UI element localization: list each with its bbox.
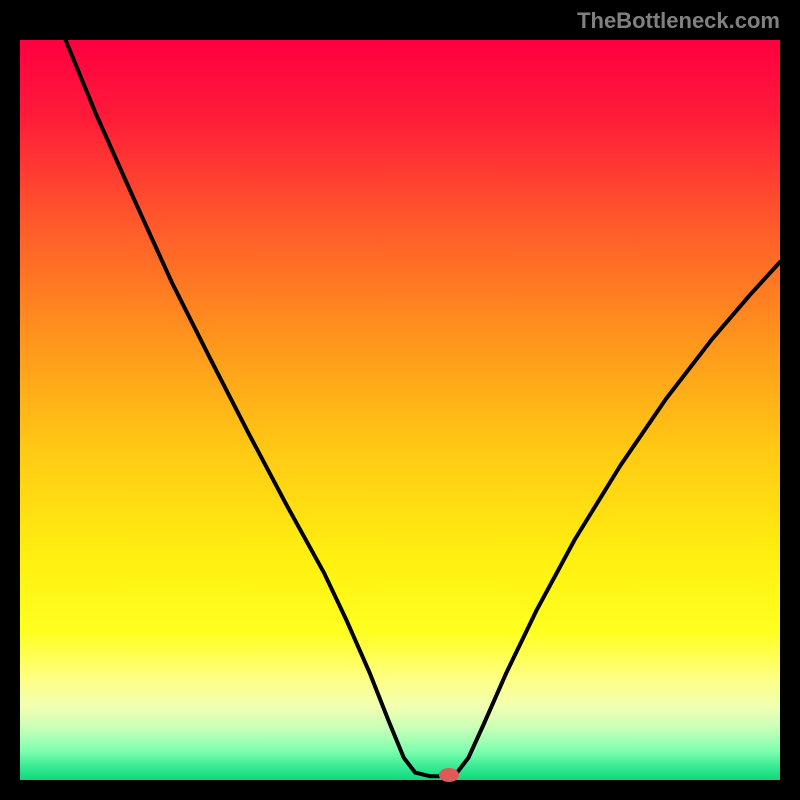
plot-area (20, 40, 780, 780)
minimum-marker (439, 768, 459, 782)
bottleneck-curve (20, 40, 780, 780)
watermark-text: TheBottleneck.com (577, 8, 780, 34)
chart-container: TheBottleneck.com (0, 0, 800, 800)
